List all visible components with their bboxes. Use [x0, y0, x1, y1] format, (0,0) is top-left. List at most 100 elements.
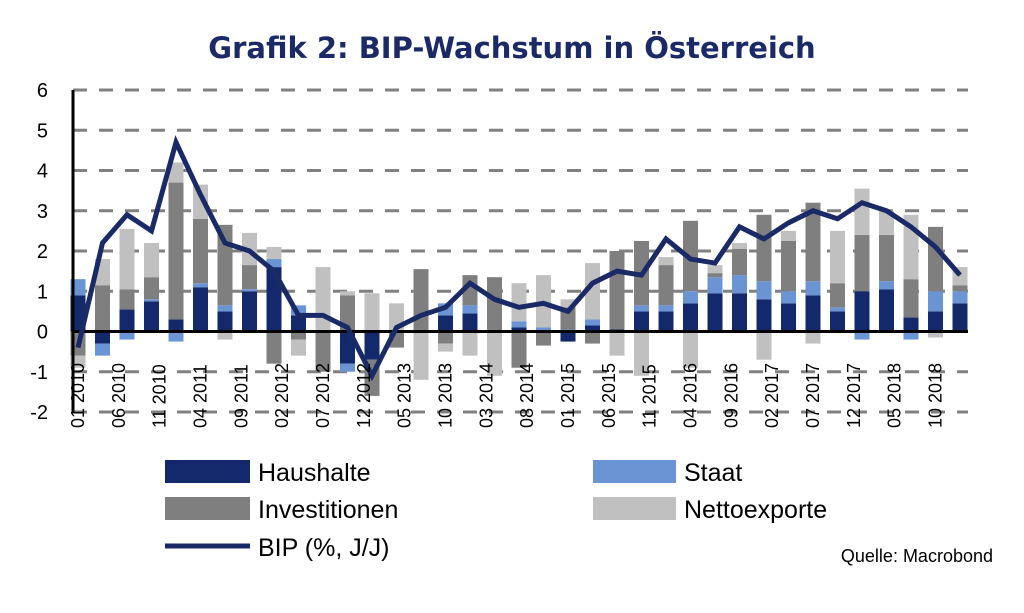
x-tick-label: 03 2014 — [476, 363, 496, 428]
x-tick-label: 02 2017 — [762, 363, 782, 428]
bar-staat — [217, 305, 233, 312]
bar-staat — [732, 275, 747, 294]
bar-investitionen — [707, 273, 723, 278]
bars — [70, 162, 968, 396]
bar-staat — [805, 281, 821, 296]
y-tick-label: 1 — [37, 281, 48, 303]
bar-staat — [119, 331, 135, 340]
bar-staat — [634, 305, 649, 312]
x-tick-label: 05 2018 — [885, 363, 905, 428]
bar-staat — [952, 291, 968, 304]
bar-haushalte — [144, 301, 159, 332]
bar-nettoexporte — [658, 257, 674, 266]
bar-nettoexporte — [193, 184, 208, 219]
legend-label-investitionen: Investitionen — [258, 496, 398, 524]
bar-haushalte — [438, 315, 453, 332]
bar-nettoexporte — [462, 331, 478, 356]
y-tick-label: 5 — [37, 120, 48, 142]
bar-nettoexporte — [560, 299, 576, 308]
bar-investitionen — [119, 289, 135, 310]
bar-investitionen — [903, 279, 919, 318]
bar-investitionen — [340, 295, 355, 332]
bar-investitionen — [732, 248, 747, 276]
y-tick-label: 2 — [37, 241, 48, 263]
bar-haushalte — [119, 309, 135, 332]
axes — [71, 90, 968, 412]
bar-investitionen — [168, 182, 184, 320]
bar-nettoexporte — [854, 188, 870, 235]
bar-nettoexporte — [830, 230, 845, 284]
bar-nettoexporte — [756, 331, 772, 360]
y-tick-label: -2 — [30, 402, 48, 424]
bar-investitionen — [781, 240, 796, 292]
bar-staat — [830, 307, 845, 312]
x-tick-label: 07 2017 — [803, 363, 823, 428]
bar-staat — [756, 281, 772, 300]
bar-haushalte — [830, 311, 845, 332]
legend-label-nettoexporte: Nettoexporte — [684, 496, 827, 524]
bar-haushalte — [634, 311, 649, 332]
bar-haushalte — [585, 325, 600, 332]
bar-investitionen — [560, 307, 576, 330]
x-tick-label: 10 2013 — [436, 363, 456, 428]
bar-nettoexporte — [707, 265, 723, 274]
x-tick-label: 08 2014 — [517, 363, 537, 428]
bar-staat — [144, 299, 159, 302]
bar-staat — [658, 305, 674, 312]
bar-investitionen — [854, 234, 870, 292]
bar-haushalte — [168, 319, 184, 332]
y-tick-label: 3 — [37, 201, 48, 223]
bar-haushalte — [95, 331, 110, 344]
x-tick-label: 04 2016 — [681, 363, 701, 428]
x-tick-label: 10 2018 — [926, 363, 946, 428]
bar-nettoexporte — [217, 331, 233, 340]
x-tick-label: 11 2010 — [150, 364, 170, 428]
bar-investitionen — [658, 265, 674, 306]
legend: Haushalte Staat Investitionen Nettoexpor… — [165, 459, 827, 562]
bar-haushalte — [193, 287, 208, 332]
bar-nettoexporte — [634, 331, 649, 376]
bar-nettoexporte — [340, 291, 355, 296]
x-tick-label: 01 2010 — [68, 363, 88, 428]
y-tick-label: 0 — [37, 322, 48, 344]
bar-nettoexporte — [144, 242, 159, 278]
legend-swatch-haushalte — [165, 460, 250, 483]
bip-line — [75, 135, 962, 382]
x-tick-label: 01 2015 — [558, 363, 578, 428]
y-axis-ticks: -2 -1 0 1 2 3 4 5 6 — [30, 80, 48, 424]
bar-staat — [95, 343, 110, 356]
bar-investitionen — [756, 214, 772, 282]
x-tick-label: 06 2015 — [599, 363, 619, 428]
bar-haushalte — [805, 295, 821, 332]
bar-haushalte — [952, 303, 968, 332]
bar-haushalte — [560, 331, 576, 342]
bar-nettoexporte — [168, 162, 184, 183]
bar-nettoexporte — [683, 331, 698, 368]
x-axis-ticks: 01 2010 06 2010 11 2010 04 2011 09 2011 02 20… — [68, 363, 946, 428]
bar-nettoexporte — [364, 293, 380, 332]
legend-label-bip: BIP (%, J/J) — [258, 534, 390, 562]
bar-staat — [242, 289, 257, 292]
bar-haushalte — [364, 331, 380, 360]
x-tick-label: 06 2010 — [109, 363, 129, 428]
bar-investitionen — [879, 234, 894, 282]
bar-haushalte — [732, 293, 747, 332]
bar-staat — [928, 291, 943, 312]
x-tick-label: 07 2012 — [313, 363, 333, 428]
bar-investitionen — [487, 277, 502, 332]
chart-title: Grafik 2: BIP-Wachstum in Österreich — [208, 31, 815, 65]
bar-haushalte — [217, 311, 233, 332]
bar-staat — [511, 321, 527, 328]
bar-nettoexporte — [781, 230, 796, 241]
bar-nettoexporte — [585, 263, 600, 320]
x-tick-label: 09 2011 — [231, 364, 251, 428]
bar-haushalte — [683, 303, 698, 332]
y-tick-label: 6 — [37, 80, 48, 102]
bar-haushalte — [756, 299, 772, 332]
y-tick-label: -1 — [30, 362, 48, 384]
bar-nettoexporte — [487, 331, 502, 376]
bar-haushalte — [781, 303, 796, 332]
bar-haushalte — [462, 313, 478, 332]
x-tick-label: 02 2012 — [272, 363, 292, 428]
bar-investitionen — [438, 331, 453, 344]
